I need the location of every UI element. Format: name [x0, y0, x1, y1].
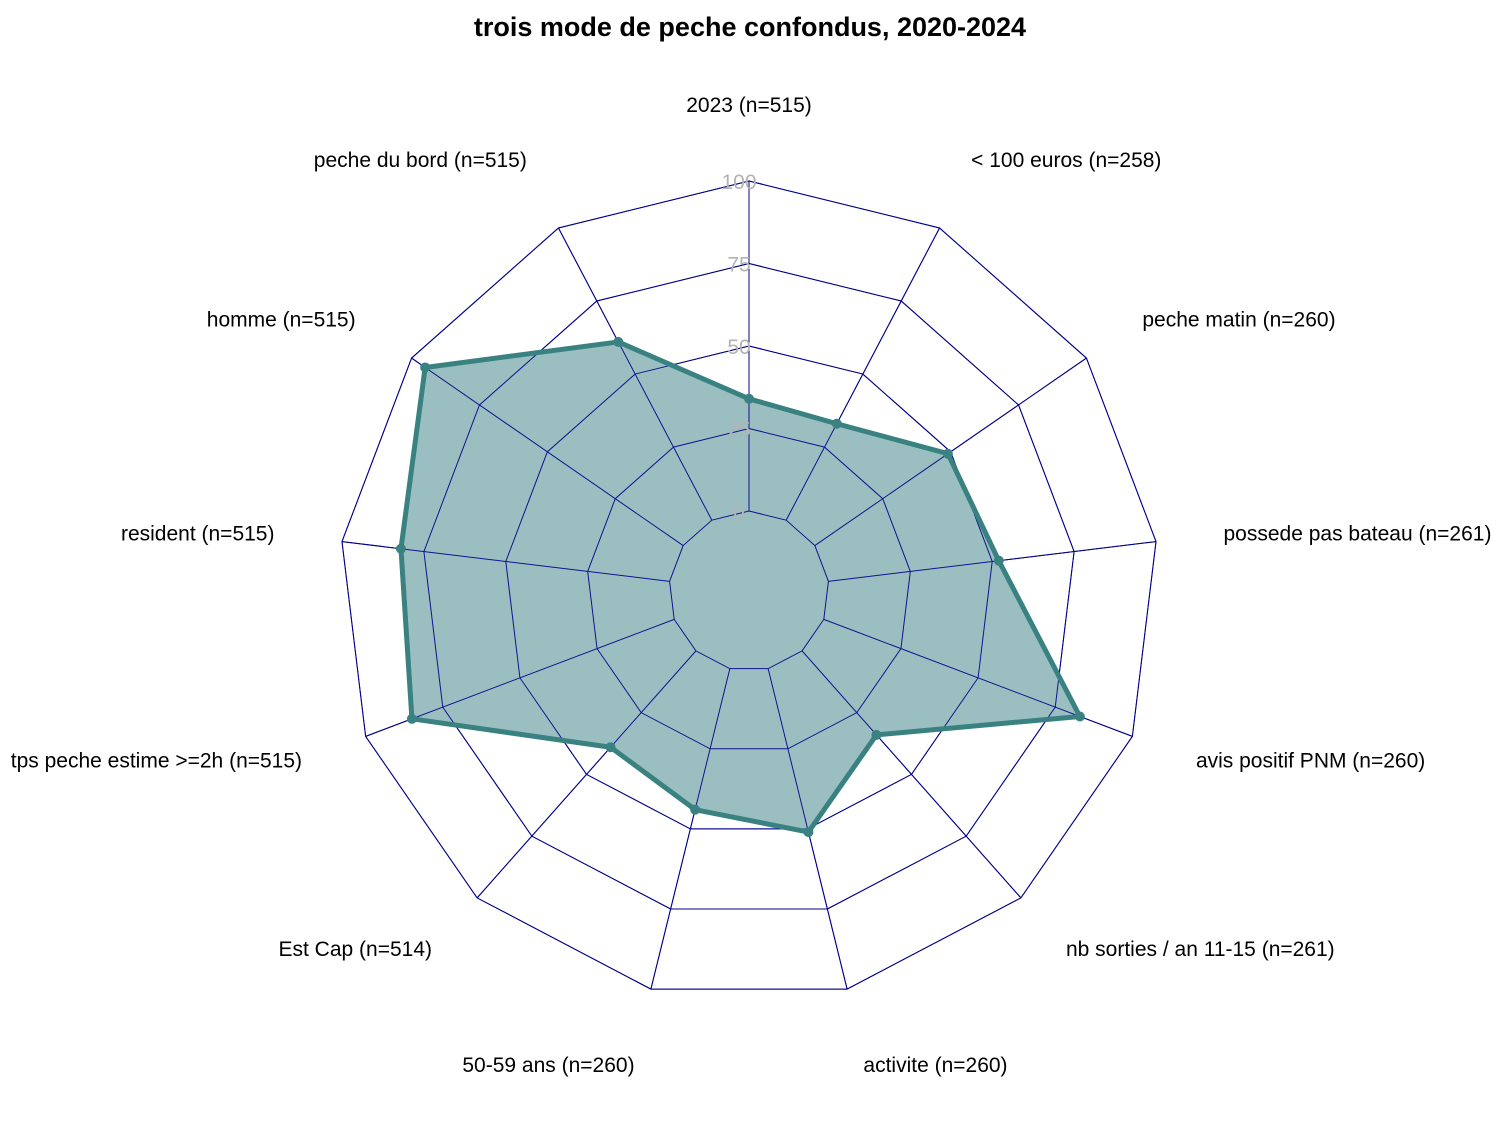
data-point	[1074, 711, 1085, 722]
grid-spoke	[558, 227, 713, 521]
data-point	[605, 742, 616, 753]
chart-title: trois mode de peche confondus, 2020-2024	[473, 12, 1027, 42]
axis-labels: 2023 (n=515) < 100 euros (n=258) peche mat…	[11, 94, 1492, 1077]
data-point	[613, 336, 624, 347]
tick-label: 75	[727, 254, 750, 277]
grid-spoke	[828, 541, 1157, 582]
data-point	[690, 804, 701, 815]
grid-spoke	[411, 357, 684, 546]
data-point	[993, 555, 1004, 566]
data-point	[744, 393, 754, 404]
axis-label: < 100 euros (n=258)	[971, 149, 1161, 172]
tick-labels: 0 25 50 75 100	[721, 171, 756, 524]
grid-ring	[587, 427, 911, 750]
data-point	[871, 729, 882, 740]
series-layer	[341, 180, 1157, 990]
data-point	[831, 418, 842, 429]
tick-label: 25	[727, 419, 750, 442]
tick-label: 50	[727, 336, 750, 359]
tick-label: 0	[733, 501, 745, 524]
grid-spoke	[476, 650, 697, 899]
grid-spoke	[650, 668, 731, 990]
series-area	[400, 341, 1080, 833]
axis-label: resident (n=515)	[121, 522, 275, 545]
axis-label: Est Cap (n=514)	[279, 938, 433, 961]
axis-label: peche matin (n=260)	[1142, 308, 1335, 331]
data-point	[395, 543, 406, 554]
grid-ring	[423, 262, 1075, 910]
axis-label: homme (n=515)	[207, 308, 356, 331]
series-line	[398, 339, 1083, 835]
grid-ring	[669, 510, 829, 670]
axis-label: possede pas bateau (n=261)	[1224, 522, 1492, 545]
data-point	[942, 448, 953, 459]
axis-label: 2023 (n=515)	[686, 94, 812, 117]
data-point	[406, 713, 417, 724]
data-point	[420, 362, 431, 373]
grid-spoke	[785, 227, 940, 521]
tick-label: 100	[721, 171, 756, 194]
data-point	[803, 827, 814, 838]
axis-label: nb sorties / an 11-15 (n=261)	[1066, 938, 1335, 961]
grid-spoke	[801, 650, 1022, 899]
axis-label: 50-59 ans (n=260)	[462, 1054, 634, 1077]
axis-label: avis positif PNM (n=260)	[1196, 750, 1425, 773]
axis-label: peche du bord (n=515)	[314, 149, 527, 172]
axis-label: activite (n=260)	[863, 1054, 1007, 1077]
grid-spoke	[365, 618, 675, 737]
axis-label: tps peche estime >=2h (n=515)	[11, 750, 302, 773]
grid-ring	[341, 180, 1157, 990]
